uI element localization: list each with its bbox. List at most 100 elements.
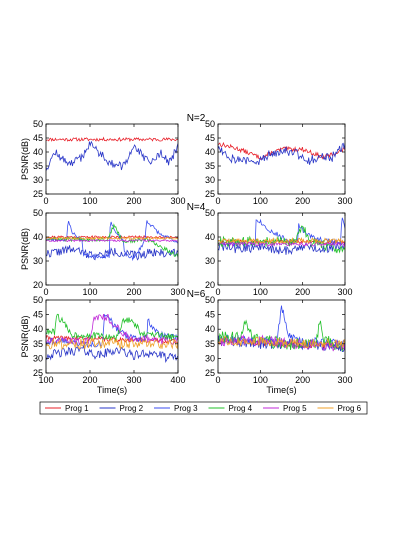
x-axis-label: Time(s) — [266, 385, 296, 395]
x-tick-label: 0 — [215, 375, 220, 385]
y-tick-label: 30 — [205, 256, 215, 266]
axes-frame — [217, 299, 346, 374]
series-line-prog-3 — [46, 313, 178, 348]
axes-frame — [217, 212, 346, 286]
series-line-prog-2 — [218, 240, 345, 256]
legend: Prog 1 Prog 2 Prog 3 Prog 4 Prog 5 Prog 6 — [39, 401, 368, 415]
legend-label: Prog 1 — [65, 404, 89, 413]
series-line-prog-2 — [46, 140, 178, 172]
legend-label: Prog 5 — [283, 404, 307, 413]
x-tick-label: 100 — [82, 287, 97, 297]
y-tick-label: 50 — [33, 208, 43, 218]
x-tick-label: 100 — [253, 196, 268, 206]
y-tick-label: 50 — [33, 295, 43, 305]
axes-frame — [45, 123, 179, 195]
axes-frame — [217, 123, 346, 195]
y-tick-label: 35 — [33, 339, 43, 349]
x-tick-label: 100 — [38, 375, 53, 385]
series-line-prog-2 — [218, 142, 345, 166]
series-line-prog-4 — [46, 313, 178, 341]
x-tick-label: 200 — [295, 287, 310, 297]
x-axis-label: Time(s) — [97, 385, 127, 395]
y-tick-label: 30 — [33, 353, 43, 363]
series-line-prog-6 — [46, 236, 178, 241]
x-tick-label: 200 — [126, 196, 141, 206]
x-tick-label: 300 — [126, 375, 141, 385]
y-tick-label: 35 — [205, 339, 215, 349]
y-tick-label: 45 — [33, 310, 43, 320]
y-tick-label: 40 — [33, 232, 43, 242]
series-line-prog-1 — [218, 141, 345, 160]
series-line-prog-1 — [46, 136, 178, 143]
y-tick-label: 50 — [205, 208, 215, 218]
x-tick-label: 0 — [43, 196, 48, 206]
series-line-prog-5 — [46, 314, 178, 345]
y-axis-label: PSNR(dB) — [20, 138, 30, 180]
legend-label: Prog 2 — [120, 404, 144, 413]
legend-label: Prog 6 — [338, 404, 362, 413]
x-tick-label: 100 — [253, 287, 268, 297]
series-line-prog-2 — [46, 245, 178, 261]
y-tick-label: 40 — [205, 147, 215, 157]
y-tick-label: 25 — [33, 368, 43, 378]
x-tick-label: 200 — [295, 196, 310, 206]
y-tick-label: 45 — [33, 133, 43, 143]
x-tick-label: 300 — [337, 375, 352, 385]
axes-frame — [45, 212, 179, 286]
y-tick-label: 50 — [205, 295, 215, 305]
y-tick-label: 30 — [33, 256, 43, 266]
x-tick-label: 0 — [215, 196, 220, 206]
y-tick-label: 30 — [33, 175, 43, 185]
legend-label: Prog 4 — [229, 404, 253, 413]
y-tick-label: 40 — [205, 232, 215, 242]
series-line-prog-2 — [46, 344, 178, 364]
legend-box — [39, 401, 368, 415]
y-tick-label: 25 — [33, 189, 43, 199]
x-tick-label: 300 — [337, 287, 352, 297]
x-tick-label: 200 — [126, 287, 141, 297]
x-tick-label: 0 — [43, 287, 48, 297]
panel-n6-right: 0 100 200 300 25 30 35 40 45 50 Time(s) — [205, 295, 353, 395]
y-tick-label: 35 — [205, 161, 215, 171]
series-line-prog-4 — [46, 223, 178, 258]
y-tick-label: 40 — [33, 147, 43, 157]
y-tick-label: 35 — [33, 161, 43, 171]
x-tick-label: 200 — [82, 375, 97, 385]
x-tick-label: 100 — [253, 375, 268, 385]
x-tick-label: 300 — [337, 196, 352, 206]
axes-frame — [45, 299, 179, 374]
series-line-prog-5 — [218, 241, 345, 248]
series-line-prog-6 — [218, 236, 345, 245]
y-tick-label: 25 — [205, 189, 215, 199]
series-line-prog-6 — [218, 335, 345, 349]
y-tick-label: 30 — [205, 353, 215, 363]
group-label: N=4 — [187, 202, 206, 213]
y-axis-label: PSNR(dB) — [20, 228, 30, 270]
y-tick-label: 20 — [205, 280, 215, 290]
group-label: N=2 — [187, 113, 206, 124]
panel-n2-right: 0 100 200 300 25 30 35 40 45 50 — [205, 119, 353, 206]
x-tick-label: 300 — [170, 196, 185, 206]
y-axis-label: PSNR(dB) — [20, 315, 30, 357]
y-tick-label: 20 — [33, 280, 43, 290]
y-tick-label: 40 — [205, 324, 215, 334]
x-tick-label: 0 — [215, 287, 220, 297]
series-line-prog-6 — [46, 337, 178, 350]
series-line-prog-1 — [46, 234, 178, 239]
panel-n4-right: 0 100 200 300 20 30 40 50 — [205, 208, 353, 297]
y-tick-label: 50 — [33, 119, 43, 129]
legend-label: Prog 3 — [174, 404, 198, 413]
x-tick-label: 200 — [295, 375, 310, 385]
y-tick-label: 45 — [205, 133, 215, 143]
x-tick-label: 300 — [170, 287, 185, 297]
y-tick-label: 25 — [205, 368, 215, 378]
series-line-prog-5 — [46, 238, 178, 243]
y-tick-label: 50 — [205, 119, 215, 129]
x-tick-label: 400 — [170, 375, 185, 385]
group-label: N=6 — [187, 289, 206, 300]
y-tick-label: 40 — [33, 324, 43, 334]
